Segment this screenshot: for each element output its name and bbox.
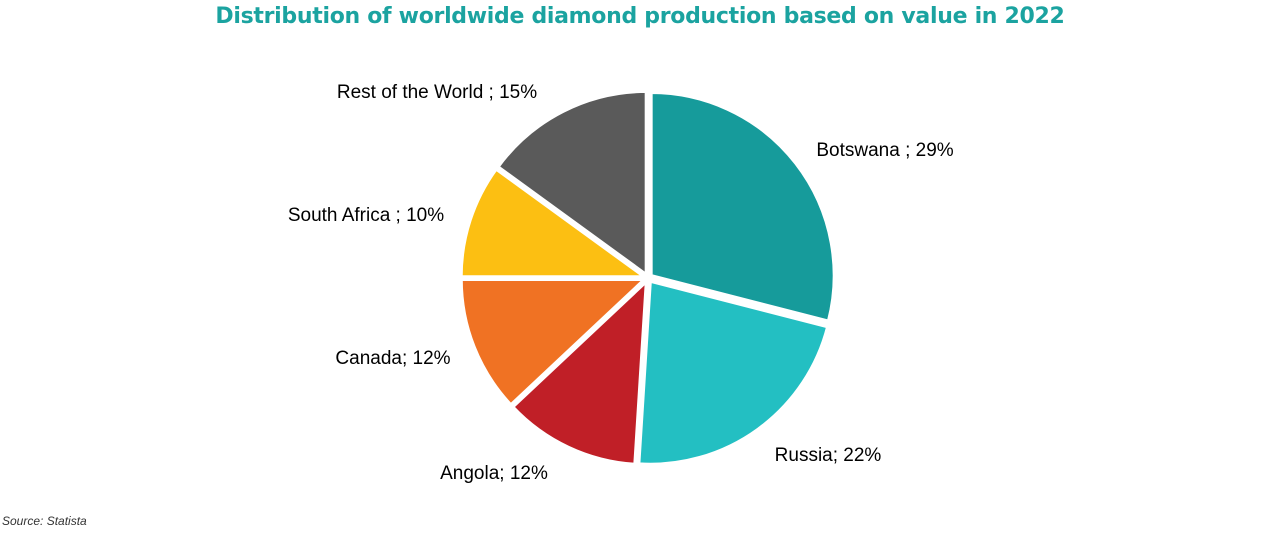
pie-labels: Botswana ; 29% Russia; 22% Angola; 12% Cana…	[288, 82, 954, 484]
source-note: Source: Statista	[2, 514, 87, 528]
data-label-botswana: Botswana ; 29%	[816, 140, 953, 161]
pie-slice-angola	[511, 280, 648, 466]
pie-slice-south-africa	[459, 167, 646, 279]
pie-slice-russia	[637, 279, 830, 466]
chart-title: Distribution of worldwide diamond produc…	[215, 4, 1065, 29]
pie-slice-botswana	[649, 91, 836, 323]
data-label-canada: Canada; 12%	[335, 348, 450, 369]
pie-slices	[459, 89, 836, 466]
pie-slice-rest-of-the-world	[496, 89, 648, 276]
data-label-angola: Angola; 12%	[440, 463, 548, 484]
data-label-russia: Russia; 22%	[775, 445, 882, 466]
data-label-rest-of-the-world: Rest of the World ; 15%	[337, 82, 537, 103]
pie-slice-canada	[459, 277, 646, 407]
data-label-south-africa: South Africa ; 10%	[288, 205, 444, 226]
